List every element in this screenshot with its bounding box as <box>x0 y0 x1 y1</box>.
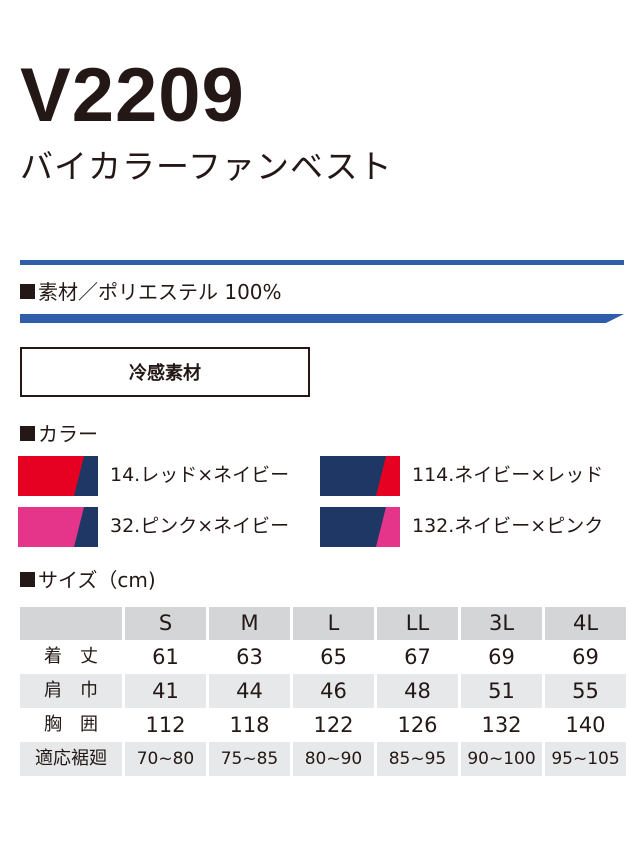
size-heading-text: サイズ（cm) <box>38 568 156 592</box>
color-swatch <box>320 507 400 547</box>
color-label: 114.ネイビー×レッド <box>412 464 604 486</box>
size-col-header: 3L <box>461 607 542 640</box>
product-title: バイカラーファンベスト <box>20 147 393 186</box>
table-cell: 80~90 <box>293 742 374 776</box>
row-label: 着 丈 <box>20 640 122 674</box>
size-table-header: S M L LL 3L 4L <box>20 607 626 640</box>
table-cell: 126 <box>377 708 458 742</box>
material-line: 素材／ポリエステル 100% <box>20 282 282 302</box>
size-heading: サイズ（cm) <box>20 570 156 590</box>
square-bullet-icon <box>20 572 35 587</box>
cooling-material-badge: 冷感素材 <box>20 347 310 397</box>
size-col-header: S <box>125 607 206 640</box>
row-label: 適応裾廻 <box>20 742 122 776</box>
size-table-corner <box>20 607 122 640</box>
divider-bottom <box>20 314 624 323</box>
model-number: V2209 <box>20 53 245 138</box>
table-cell: 67 <box>377 640 458 674</box>
table-cell: 75~85 <box>209 742 290 776</box>
color-swatch <box>18 456 98 496</box>
table-cell: 65 <box>293 640 374 674</box>
size-col-header: LL <box>377 607 458 640</box>
table-cell: 69 <box>545 640 626 674</box>
table-cell: 51 <box>461 674 542 708</box>
table-cell: 61 <box>125 640 206 674</box>
color-label: 14.レッド×ネイビー <box>110 464 290 486</box>
square-bullet-icon <box>20 284 35 299</box>
table-cell: 69 <box>461 640 542 674</box>
table-cell: 48 <box>377 674 458 708</box>
table-cell: 112 <box>125 708 206 742</box>
material-text: 素材／ポリエステル 100% <box>38 280 282 304</box>
table-cell: 95~105 <box>545 742 626 776</box>
table-cell: 46 <box>293 674 374 708</box>
size-col-header: L <box>293 607 374 640</box>
size-col-header: M <box>209 607 290 640</box>
table-row: 適応裾廻 70~80 75~85 80~90 85~95 90~100 95~1… <box>20 742 626 776</box>
color-label: 132.ネイビー×ピンク <box>412 515 604 537</box>
table-cell: 90~100 <box>461 742 542 776</box>
color-swatch <box>320 456 400 496</box>
table-cell: 41 <box>125 674 206 708</box>
table-cell: 118 <box>209 708 290 742</box>
color-heading-text: カラー <box>38 422 98 446</box>
row-label: 肩 巾 <box>20 674 122 708</box>
color-label: 32.ピンク×ネイビー <box>110 515 290 537</box>
table-cell: 140 <box>545 708 626 742</box>
table-cell: 63 <box>209 640 290 674</box>
color-heading: カラー <box>20 424 98 444</box>
table-row: 着 丈 61 63 65 67 69 69 <box>20 640 626 674</box>
color-swatch <box>18 507 98 547</box>
table-cell: 70~80 <box>125 742 206 776</box>
table-row: 肩 巾 41 44 46 48 51 55 <box>20 674 626 708</box>
size-col-header: 4L <box>545 607 626 640</box>
row-label: 胸 囲 <box>20 708 122 742</box>
table-cell: 132 <box>461 708 542 742</box>
size-table: S M L LL 3L 4L 着 丈 61 63 65 67 69 69 肩 巾… <box>17 607 629 776</box>
square-bullet-icon <box>20 426 35 441</box>
divider-top <box>20 260 624 265</box>
table-cell: 122 <box>293 708 374 742</box>
table-row: 胸 囲 112 118 122 126 132 140 <box>20 708 626 742</box>
table-cell: 44 <box>209 674 290 708</box>
table-cell: 55 <box>545 674 626 708</box>
table-cell: 85~95 <box>377 742 458 776</box>
